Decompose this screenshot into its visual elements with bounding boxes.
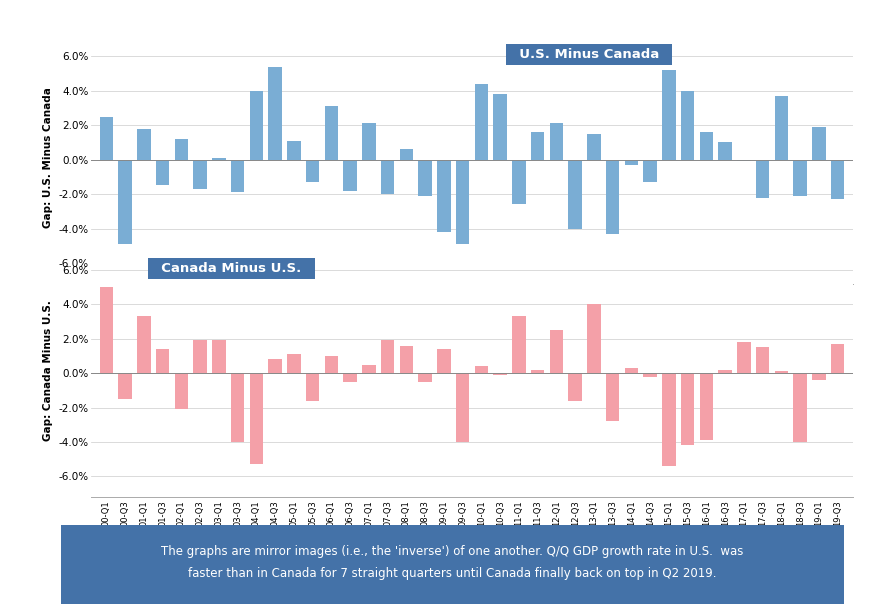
Bar [324, 106, 338, 160]
Bar [137, 129, 150, 160]
Bar [436, 160, 450, 232]
Bar [755, 347, 768, 373]
Y-axis label: Gap: U.S. Minus Canada: Gap: U.S. Minus Canada [43, 87, 53, 228]
Bar [306, 160, 319, 182]
Bar [362, 365, 375, 373]
Bar [718, 370, 731, 373]
Bar [418, 373, 431, 382]
Bar [137, 317, 150, 373]
Bar [306, 373, 319, 401]
Bar [493, 94, 507, 160]
Bar [642, 160, 656, 182]
Bar [193, 160, 207, 189]
Bar [193, 340, 207, 373]
Bar [549, 330, 562, 373]
Bar [493, 373, 507, 375]
Bar [587, 134, 600, 160]
Bar [156, 349, 169, 373]
Bar [381, 340, 394, 373]
Bar [455, 373, 468, 442]
Bar [362, 123, 375, 160]
Y-axis label: Gap: Canada Minus U.S.: Gap: Canada Minus U.S. [43, 300, 53, 441]
Bar [418, 160, 431, 196]
Bar [212, 158, 225, 160]
Bar [587, 304, 600, 373]
Bar [343, 373, 356, 382]
Bar [567, 160, 581, 229]
Bar [661, 70, 675, 160]
Bar [642, 373, 656, 376]
Bar [549, 123, 562, 160]
Bar [474, 366, 488, 373]
Bar [436, 349, 450, 373]
Bar [699, 373, 713, 440]
Bar [156, 160, 169, 185]
Bar [773, 96, 787, 160]
Bar [99, 287, 113, 373]
Bar [212, 340, 225, 373]
Bar [530, 370, 544, 373]
Bar [811, 127, 825, 160]
Bar [249, 373, 262, 464]
Bar [718, 143, 731, 160]
Bar [530, 132, 544, 160]
Bar [699, 132, 713, 160]
Bar [230, 373, 244, 442]
Bar [324, 356, 338, 373]
Text: Canada Minus U.S.: Canada Minus U.S. [152, 262, 310, 274]
Bar [736, 160, 750, 162]
Bar [455, 160, 468, 259]
Bar [343, 160, 356, 191]
Bar [230, 160, 244, 192]
Bar [512, 317, 525, 373]
Bar [249, 91, 262, 160]
Bar [680, 373, 693, 445]
Bar [661, 373, 675, 466]
Bar [605, 160, 619, 234]
Bar [773, 371, 787, 373]
Bar [624, 160, 637, 165]
Bar [118, 160, 132, 246]
X-axis label: Year & Quarter: Year & Quarter [419, 567, 524, 581]
Bar [118, 373, 132, 399]
Text: U.S. Minus Canada: U.S. Minus Canada [509, 48, 667, 61]
Bar [99, 117, 113, 160]
Bar [175, 373, 188, 409]
Text: The graphs are mirror images (i.e., the 'inverse') of one another. Q/Q GDP growt: The graphs are mirror images (i.e., the … [161, 545, 743, 580]
Bar [793, 373, 806, 442]
Bar [755, 160, 768, 198]
FancyBboxPatch shape [61, 525, 843, 604]
Bar [830, 344, 844, 373]
Bar [811, 373, 825, 380]
Bar [830, 160, 844, 199]
Bar [474, 84, 488, 160]
Bar [605, 373, 619, 422]
Bar [381, 160, 394, 194]
Bar [175, 139, 188, 160]
Bar [624, 368, 637, 373]
Bar [268, 66, 282, 160]
Bar [399, 149, 413, 160]
Bar [736, 342, 750, 373]
Bar [268, 359, 282, 373]
Bar [793, 160, 806, 196]
Bar [680, 91, 693, 160]
Bar [287, 141, 301, 160]
Bar [512, 160, 525, 204]
Bar [567, 373, 581, 401]
Bar [287, 354, 301, 373]
Bar [399, 346, 413, 373]
